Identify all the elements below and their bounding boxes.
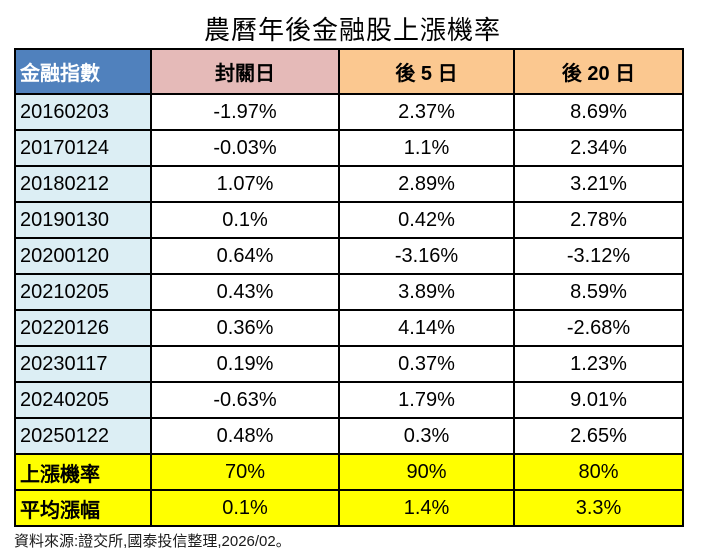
summary-value-cell: 3.3% (513, 489, 684, 527)
value-cell: 0.36% (150, 309, 340, 347)
value-cell: -3.12% (513, 237, 684, 275)
value-cell: 0.37% (338, 345, 515, 383)
value-cell: 1.1% (338, 129, 515, 167)
date-cell: 20160203 (14, 93, 152, 131)
header-financial-index: 金融指數 (14, 48, 152, 95)
value-cell: 2.37% (338, 93, 515, 131)
summary-value-cell: 80% (513, 453, 684, 491)
value-cell: -3.16% (338, 237, 515, 275)
table-row: 20230117 0.19% 0.37% 1.23% (14, 345, 684, 383)
summary-value-cell: 70% (150, 453, 340, 491)
value-cell: 8.69% (513, 93, 684, 131)
value-cell: 9.01% (513, 381, 684, 419)
financial-index-table: 金融指數 封關日 後 5 日 後 20 日 20160203 -1.97% 2.37… (14, 48, 684, 527)
date-cell: 20240205 (14, 381, 152, 419)
table-header-row: 金融指數 封關日 後 5 日 後 20 日 (14, 48, 684, 95)
value-cell: -1.97% (150, 93, 340, 131)
date-cell: 20210205 (14, 273, 152, 311)
date-cell: 20170124 (14, 129, 152, 167)
value-cell: 0.19% (150, 345, 340, 383)
table-row: 20240205 -0.63% 1.79% 9.01% (14, 381, 684, 419)
table-row: 20160203 -1.97% 2.37% 8.69% (14, 93, 684, 131)
value-cell: 3.21% (513, 165, 684, 203)
summary-value-cell: 90% (338, 453, 515, 491)
summary-label-cell: 平均漲幅 (14, 489, 152, 527)
table-body: 20160203 -1.97% 2.37% 8.69% 20170124 -0.03% 1.… (14, 93, 684, 527)
table-row: 20200120 0.64% -3.16% -3.12% (14, 237, 684, 275)
value-cell: 2.78% (513, 201, 684, 239)
summary-label-cell: 上漲機率 (14, 453, 152, 491)
page-title: 農曆年後金融股上漲機率 (203, 15, 501, 45)
table-row: 20180212 1.07% 2.89% 3.21% (14, 165, 684, 203)
value-cell: 2.89% (338, 165, 515, 203)
value-cell: 0.3% (338, 417, 515, 455)
value-cell: 1.23% (513, 345, 684, 383)
value-cell: 0.64% (150, 237, 340, 275)
value-cell: -0.03% (150, 129, 340, 167)
value-cell: 1.07% (150, 165, 340, 203)
value-cell: 0.43% (150, 273, 340, 311)
table-row: 20210205 0.43% 3.89% 8.59% (14, 273, 684, 311)
header-closing-day: 封關日 (150, 48, 340, 95)
summary-value-cell: 0.1% (150, 489, 340, 527)
value-cell: 0.42% (338, 201, 515, 239)
value-cell: 2.34% (513, 129, 684, 167)
value-cell: 3.89% (338, 273, 515, 311)
date-cell: 20180212 (14, 165, 152, 203)
date-cell: 20200120 (14, 237, 152, 275)
summary-value-cell: 1.4% (338, 489, 515, 527)
summary-row: 平均漲幅 0.1% 1.4% 3.3% (14, 489, 684, 527)
value-cell: 8.59% (513, 273, 684, 311)
date-cell: 20190130 (14, 201, 152, 239)
source-note: 資料來源:證交所,國泰投信整理,2026/02。 (14, 533, 291, 550)
value-cell: 0.1% (150, 201, 340, 239)
value-cell: -0.63% (150, 381, 340, 419)
header-after-5-days: 後 5 日 (338, 48, 515, 95)
date-cell: 20220126 (14, 309, 152, 347)
table-row: 20250122 0.48% 0.3% 2.65% (14, 417, 684, 455)
date-cell: 20250122 (14, 417, 152, 455)
table-row: 20220126 0.36% 4.14% -2.68% (14, 309, 684, 347)
value-cell: -2.68% (513, 309, 684, 347)
table-row: 20190130 0.1% 0.42% 2.78% (14, 201, 684, 239)
header-after-20-days: 後 20 日 (513, 48, 684, 95)
value-cell: 0.48% (150, 417, 340, 455)
summary-row: 上漲機率 70% 90% 80% (14, 453, 684, 491)
table-row: 20170124 -0.03% 1.1% 2.34% (14, 129, 684, 167)
value-cell: 1.79% (338, 381, 515, 419)
value-cell: 4.14% (338, 309, 515, 347)
value-cell: 2.65% (513, 417, 684, 455)
date-cell: 20230117 (14, 345, 152, 383)
